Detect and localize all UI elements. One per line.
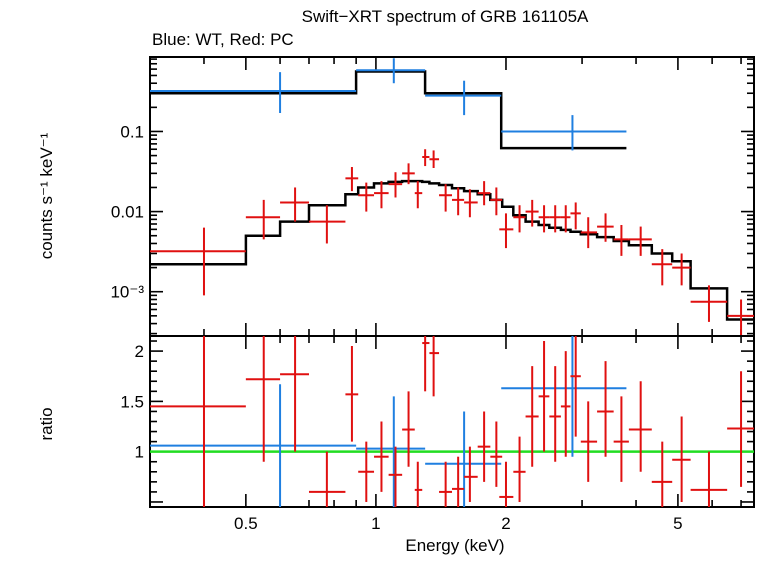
data-point-wt <box>425 411 502 507</box>
y-tick-label: 10⁻³ <box>110 283 144 302</box>
data-point-pc <box>429 336 440 397</box>
model-step-wt <box>150 70 627 150</box>
data-point-wt <box>356 58 426 84</box>
data-point-pc <box>727 299 754 336</box>
bottom-y-axis-label: ratio <box>37 407 56 440</box>
data-point-pc <box>525 366 539 467</box>
data-point-pc <box>513 436 526 502</box>
data-point-pc <box>613 225 629 256</box>
data-point-pc <box>690 451 728 507</box>
data-point-pc <box>452 456 465 507</box>
data-point-pc <box>651 249 673 286</box>
chart-subtitle: Blue: WT, Red: PC <box>152 30 294 49</box>
data-point-pc <box>538 205 550 233</box>
data-point-pc <box>651 441 673 507</box>
data-point-pc <box>439 184 452 212</box>
data-point-pc <box>477 411 491 482</box>
data-point-pc <box>560 351 571 457</box>
data-point-pc <box>597 361 614 457</box>
data-point-pc <box>414 461 423 507</box>
data-point-pc <box>388 446 403 507</box>
data-point-pc <box>402 163 415 185</box>
data-point-pc <box>402 391 415 467</box>
data-point-pc <box>560 205 571 233</box>
data-point-pc <box>525 199 539 227</box>
data-point-pc <box>549 205 561 233</box>
y-tick-label: 0.01 <box>111 203 144 222</box>
data-point-pc <box>490 421 503 487</box>
data-point-pc <box>280 187 309 222</box>
data-point-pc <box>513 205 526 233</box>
data-point-pc <box>580 401 598 482</box>
x-tick-label: 0.5 <box>234 514 258 533</box>
data-point-pc <box>613 396 629 482</box>
data-point-pc <box>570 202 581 230</box>
y-tick-label: 2 <box>135 342 144 361</box>
data-point-pc <box>374 421 389 492</box>
top-y-axis-label: counts s⁻¹ keV⁻¹ <box>37 132 56 259</box>
data-point-pc <box>672 416 691 502</box>
data-point-pc <box>490 187 503 216</box>
data-point-pc <box>499 213 514 249</box>
x-tick-label: 1 <box>371 514 380 533</box>
data-point-pc <box>308 205 346 244</box>
data-point-pc <box>570 336 581 437</box>
data-point-pc <box>358 441 375 502</box>
data-point-pc <box>580 217 598 249</box>
data-point-pc <box>628 226 652 256</box>
data-point-wt <box>425 80 502 116</box>
data-point-pc <box>308 451 346 507</box>
spectrum-panel: 0.1 0.01 10⁻³ <box>110 56 755 337</box>
x-axis-label: Energy (keV) <box>405 536 504 555</box>
data-point-pc <box>150 336 246 507</box>
data-point-pc <box>549 366 561 462</box>
data-point-pc <box>690 285 728 322</box>
data-point-pc <box>538 341 550 452</box>
data-point-pc <box>439 461 452 507</box>
data-point-pc <box>597 213 614 242</box>
data-point-pc <box>464 446 478 502</box>
chart-title: Swift−XRT spectrum of GRB 161105A <box>302 7 589 26</box>
y-tick-label: 1.5 <box>120 392 144 411</box>
x-tick-label: 2 <box>501 514 510 533</box>
plot-frame <box>149 56 755 337</box>
data-point-pc <box>727 371 754 487</box>
x-tick-label: 5 <box>673 514 682 533</box>
data-point-pc <box>452 187 465 216</box>
ratio-panel: 0.5 1 2 5 1 1.5 2 <box>120 335 755 533</box>
data-point-pc <box>280 336 309 452</box>
data-point-wt <box>150 384 357 507</box>
data-point-pc <box>345 346 359 442</box>
data-point-pc <box>422 149 430 167</box>
y-tick-label: 0.1 <box>120 122 144 141</box>
data-point-wt <box>356 396 426 507</box>
data-point-pc <box>345 167 359 192</box>
data-point-pc <box>422 336 430 392</box>
data-point-pc <box>429 150 440 168</box>
data-point-pc <box>414 181 423 209</box>
data-point-wt <box>501 115 627 151</box>
data-point-pc <box>358 182 375 212</box>
data-point-pc <box>477 181 491 206</box>
data-point-pc <box>245 199 281 240</box>
data-point-wt <box>150 72 357 114</box>
model-step-pc <box>150 179 754 321</box>
data-point-pc <box>150 227 246 296</box>
data-point-pc <box>499 461 514 507</box>
data-point-pc <box>464 189 478 218</box>
data-point-pc <box>672 253 691 286</box>
data-point-pc <box>245 336 281 462</box>
data-point-pc <box>388 172 403 198</box>
data-point-pc <box>628 381 652 472</box>
y-tick-label: 1 <box>135 443 144 462</box>
data-point-pc <box>374 181 389 209</box>
